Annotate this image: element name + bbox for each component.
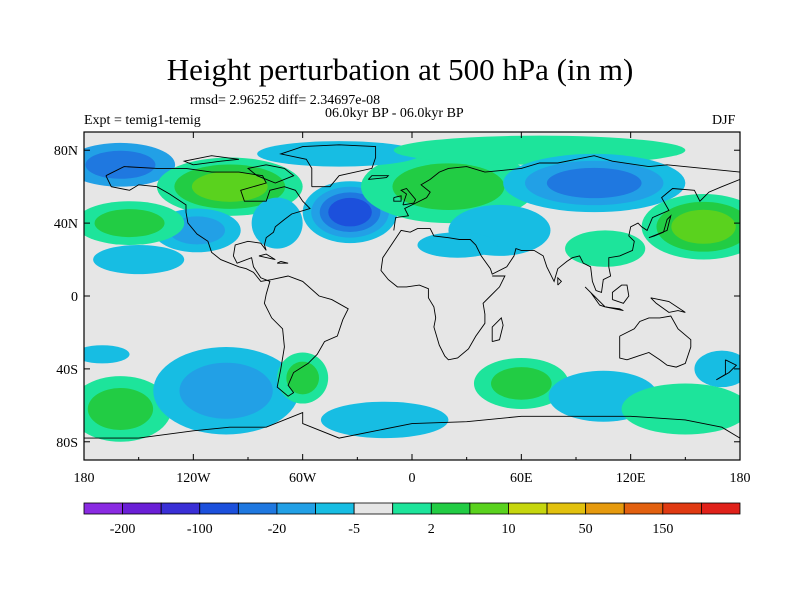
coastline-3 — [380, 178, 740, 361]
stats-label: rmsd= 2.96252 diff= 2.34697e-08 — [190, 93, 381, 108]
colorbar-swatch-13 — [585, 502, 625, 515]
coastline-8 — [619, 315, 692, 368]
coastline-20 — [182, 155, 239, 166]
colorbar-swatch-12 — [546, 502, 587, 515]
colorbar-swatch-10 — [469, 502, 509, 515]
colorbar-swatch-9 — [430, 502, 471, 515]
lon-label-6: 180 — [730, 471, 751, 486]
colorbar-swatch-11 — [508, 502, 548, 515]
colorbar-swatch-7 — [353, 502, 394, 515]
coastline-19 — [246, 164, 295, 184]
colorbar-swatch-6 — [315, 502, 355, 515]
contour-blob-22-level-0 — [621, 383, 740, 435]
lon-label-5: 120E — [616, 471, 646, 486]
coastline-2 — [393, 155, 740, 231]
coastlines — [84, 144, 740, 439]
colorbar-swatch-0 — [83, 502, 123, 515]
lon-label-3: 0 — [409, 471, 416, 486]
contour-blob-4-level-3 — [328, 197, 372, 227]
lat-label-4: 80S — [56, 436, 78, 451]
contour-blob-14-level-0 — [93, 244, 185, 275]
axis-ticks: 80N 40N 0 40S 80S 180 120W 60W 0 60E 120E 180 — [54, 132, 751, 486]
lat-label-3: 40S — [56, 363, 78, 378]
colorbar-swatch-15 — [662, 502, 702, 515]
period-label: 06.0kyr BP - 06.0kyr BP — [325, 106, 464, 121]
contour-blob-18-level-1 — [286, 361, 319, 395]
colorbar-swatch-5 — [276, 502, 316, 515]
colorbar-label-0: -200 — [110, 522, 136, 537]
contour-blob-3-level-0 — [251, 197, 303, 249]
contour-blob-10-level-0 — [417, 232, 498, 258]
colorbar-label-7: 150 — [652, 522, 673, 537]
contour-blob-16-level-1 — [87, 387, 154, 430]
coastline-16 — [258, 253, 276, 261]
colorbar-label-6: 50 — [579, 522, 593, 537]
coastline-4 — [393, 195, 402, 202]
coastline-13 — [650, 297, 686, 313]
coastline-0 — [105, 166, 349, 397]
coastline-9 — [716, 359, 738, 381]
season-label: DJF — [712, 113, 736, 128]
colorbar-label-4: 2 — [428, 522, 435, 537]
lon-label-4: 60E — [510, 471, 533, 486]
colorbar-swatch-14 — [623, 502, 664, 515]
contour-blob-12-level-2 — [671, 209, 736, 244]
lat-label-1: 40N — [54, 217, 78, 232]
colorbar-swatch-16 — [701, 502, 741, 515]
lon-label-2: 60W — [289, 471, 317, 486]
contour-blob-17-level-1 — [179, 362, 273, 419]
colorbar-label-2: -20 — [268, 522, 287, 537]
colorbar-label-3: -5 — [348, 522, 360, 537]
contour-blob-8-level-2 — [546, 167, 642, 199]
contour-blob-23-level-0 — [694, 350, 740, 388]
coastline-6 — [367, 175, 390, 180]
contour-blob-15-level-0 — [84, 345, 130, 364]
contour-blob-5-level-1 — [392, 163, 505, 210]
contour-blob-0-level-1 — [85, 150, 156, 179]
coastline-18 — [557, 276, 563, 286]
coastline-15 — [84, 411, 740, 439]
colorbar-label-1: -100 — [187, 522, 213, 537]
coastline-1 — [279, 144, 377, 188]
contour-blob-11-level-0 — [565, 230, 646, 267]
lat-label-2: 0 — [71, 290, 78, 305]
coastline-5 — [400, 187, 417, 206]
chart-title: Height perturbation at 500 hPa (in m) — [166, 52, 634, 87]
colorbar-swatch-8 — [392, 502, 432, 515]
coastline-11 — [605, 306, 624, 312]
lat-label-0: 80N — [54, 144, 78, 159]
colorbar-swatch-2 — [160, 502, 201, 515]
contour-blob-20-level-1 — [491, 367, 552, 400]
contour-blob-1-level-2 — [191, 171, 268, 202]
coastline-7 — [491, 317, 504, 343]
colorbar-swatch-4 — [237, 502, 278, 515]
coastline-12 — [611, 284, 630, 304]
coastline-10 — [584, 286, 606, 308]
contour-blob-13-level-1 — [94, 209, 165, 238]
contour-blob-6-level-0 — [257, 141, 422, 167]
colorbar: -200 -100 -20 -5 2 10 50 150 — [83, 502, 741, 537]
coastline-17 — [276, 260, 289, 264]
colorbar-swatch-1 — [122, 502, 162, 515]
colorbar-swatch-3 — [199, 502, 239, 515]
contour-blob-19-level-0 — [320, 401, 449, 439]
colorbar-label-5: 10 — [501, 522, 515, 537]
experiment-label: Expt = temig1-temig — [84, 113, 201, 128]
lon-label-1: 120W — [176, 471, 211, 486]
coastline-14 — [648, 214, 672, 239]
lon-label-0: 180 — [74, 471, 95, 486]
